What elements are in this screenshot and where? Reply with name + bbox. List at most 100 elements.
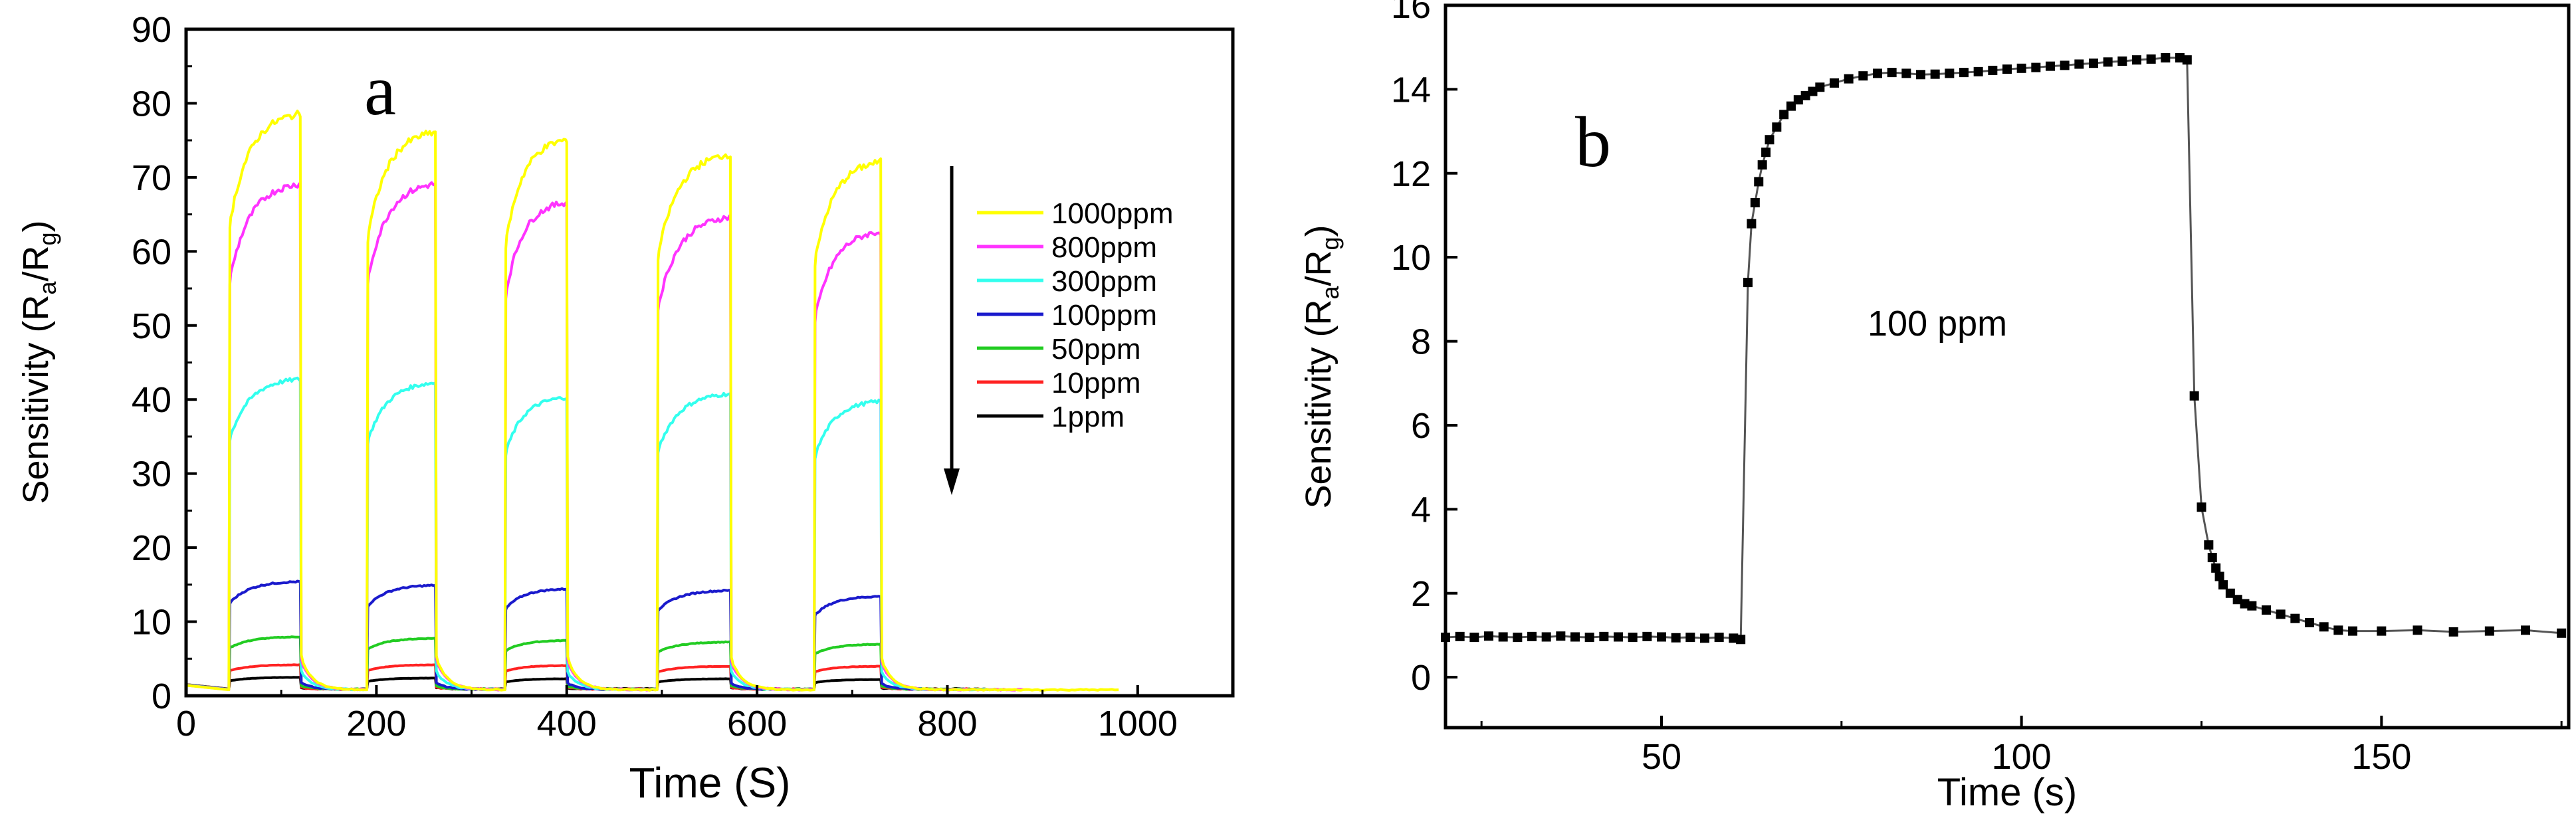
- panel-b-y-tick-label: 10: [1391, 238, 1431, 278]
- panel-b-plot-frame: [1444, 3, 2571, 730]
- panel-b-y-tick-label: 0: [1411, 658, 1431, 698]
- panel-b-data-point: [1772, 122, 1782, 132]
- panel-a-y-tick-label: 80: [132, 84, 171, 124]
- panel-b-data-point: [2046, 61, 2055, 71]
- panel-b-y-tick-label: 6: [1411, 406, 1431, 446]
- panel-b-axes: 50 100 150 0 2 4 6 8 10 12 14 16: [1391, 0, 2563, 777]
- panel-b-y-label-sub2: g: [1317, 237, 1344, 250]
- panel-b-data-point: [1527, 631, 1537, 641]
- panel-b-y-label-end: ): [1299, 225, 1339, 237]
- panel-a-x-tick-label: 200: [346, 704, 406, 744]
- panel-b-data-point: [2240, 599, 2250, 609]
- panel-b-data-point: [2262, 605, 2271, 615]
- panel-b-data-point: [1873, 68, 1882, 78]
- panel-a-y-axis-label: Sensitivity (Ra/Rg): [16, 220, 61, 504]
- panel-b-data-point: [1498, 632, 1508, 642]
- panel-b-data-point: [1614, 632, 1623, 642]
- panel-b-data-point: [1584, 633, 1594, 643]
- panel-b-data-point: [2175, 52, 2185, 62]
- panel-b-x-axis-label: Time (s): [1937, 771, 2077, 814]
- panel-b-data-layer: [1441, 52, 2567, 645]
- panel-b-data-point: [1513, 633, 1523, 643]
- panel-b-data-point: [1930, 69, 1940, 79]
- legend-label-300ppm: 300ppm: [1051, 265, 1157, 298]
- panel-b-data-point: [2484, 626, 2494, 636]
- panel-b-data-point: [2002, 64, 2012, 74]
- panel-b-data-point: [2103, 57, 2113, 67]
- panel-b-y-tick-label: 14: [1391, 70, 1431, 110]
- panel-b-data-point: [1786, 101, 1796, 111]
- panel-a-y-tick-label: 50: [132, 306, 171, 346]
- panel-b-data-point: [1959, 68, 1969, 78]
- panel-b-data-point: [1779, 110, 1789, 120]
- panel-b-y-axis-label: Sensitivity (Ra/Rg): [1299, 225, 1344, 508]
- panel-a-x-tick-label: 400: [537, 704, 597, 744]
- panel-a-letter: a: [364, 51, 396, 130]
- panel-b-data-point: [1973, 66, 1983, 76]
- panel-b-data-point: [2305, 618, 2314, 628]
- series-line-1000ppm: [185, 110, 1119, 692]
- panel-a-y-tick-label: 20: [132, 528, 171, 568]
- panel-b-x-tick-label: 100: [1992, 737, 2052, 777]
- panel-b-data-point: [2377, 626, 2387, 636]
- panel-b-x-tick-label: 150: [2351, 737, 2411, 777]
- panel-b-data-point: [1685, 633, 1695, 643]
- panel-b-data-point: [1887, 68, 1897, 78]
- panel-b-data-point: [2161, 52, 2171, 62]
- panel-a-y-label-mid: /R: [16, 245, 56, 281]
- panel-b-y-tick-label: 16: [1391, 0, 1431, 26]
- panel-b-data-point: [1815, 82, 1825, 92]
- panel-a-x-tick-label: 1000: [1098, 704, 1178, 744]
- panel-a-y-label-main: Sensitivity (R: [16, 294, 56, 504]
- panel-a-x-tick-label: 600: [727, 704, 787, 744]
- panel-b-data-point: [1469, 633, 1479, 643]
- panel-b-data-point: [2016, 63, 2026, 73]
- panel-b-data-point: [1858, 71, 1868, 81]
- panel-b-data-point: [1747, 219, 1757, 229]
- panel-b-data-point: [1988, 65, 1998, 75]
- panel-b-data-point: [1757, 160, 1767, 170]
- panel-b-data-point: [2189, 391, 2199, 401]
- panel-b-data-point: [1714, 633, 1724, 643]
- panel-b-data-point: [1793, 95, 1803, 105]
- panel-b-data-point: [1945, 68, 1955, 78]
- panel-b-data-point: [2557, 628, 2567, 638]
- panel-b-y-tick-label: 12: [1391, 154, 1431, 194]
- panel-b-data-point: [2197, 502, 2206, 512]
- panel-b-data-point: [2348, 626, 2357, 636]
- panel-b-data-point: [2290, 613, 2300, 623]
- legend-arrow-head-icon: [944, 468, 960, 495]
- panel-b-data-point: [1743, 278, 1753, 288]
- legend-label-800ppm: 800ppm: [1051, 231, 1157, 264]
- panel-b-data-point: [2182, 55, 2192, 65]
- panel-b-data-point: [1541, 632, 1551, 642]
- panel-b-data-point: [2232, 595, 2242, 605]
- panel-b-data-point: [1657, 632, 1666, 642]
- panel-b-annotation: 100 ppm: [1868, 304, 2007, 344]
- panel-b-data-point: [2521, 625, 2530, 635]
- panel-b-data-point: [1671, 633, 1681, 643]
- panel-a-y-tick-label: 90: [132, 10, 171, 50]
- panel-b-data-point: [2132, 55, 2141, 65]
- panel-a-y-label-sub1: a: [34, 280, 61, 294]
- legend-label-1000ppm: 1000ppm: [1051, 197, 1173, 230]
- panel-b-data-point: [2117, 56, 2127, 66]
- panel-a-axes: 0 200 400 600 800 1000 0 10 20 30 40 50 60 70 80 90: [132, 10, 1178, 744]
- panel-a-x-tick-label: 0: [176, 704, 196, 744]
- panel-b-data-point: [2333, 625, 2343, 635]
- legend-label-1ppm: 1ppm: [1051, 401, 1125, 433]
- panel-a-y-tick-label: 10: [132, 603, 171, 643]
- panel-b-data-point: [1901, 68, 1911, 78]
- panel-b-data-point: [1736, 635, 1746, 645]
- panel-a-x-axis-label: Time (S): [629, 759, 791, 807]
- panel-b-y-label-sub1: a: [1317, 285, 1344, 299]
- panel-b-data-point: [1916, 70, 1925, 80]
- panel-b-y-tick-label: 4: [1411, 490, 1431, 530]
- panel-b-data-point: [2074, 59, 2084, 69]
- panel-b-letter: b: [1575, 103, 1611, 182]
- panel-b-data-point: [1750, 198, 1760, 208]
- panel-b-data-point: [2218, 580, 2228, 590]
- panel-b-data-point: [1761, 148, 1771, 157]
- panel-b-data-point: [2207, 553, 2217, 563]
